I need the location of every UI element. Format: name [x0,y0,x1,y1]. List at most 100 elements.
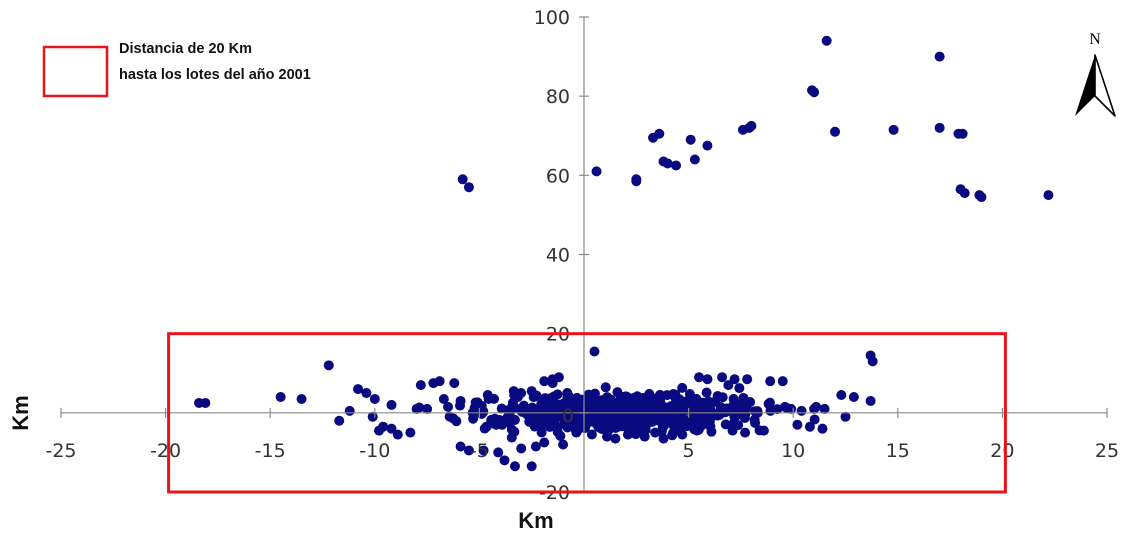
data-point [957,128,968,139]
cluster-point [583,389,594,400]
cluster-point [608,402,619,413]
data-point [422,403,433,414]
legend-line-1: Distancia de 20 Km [119,41,252,57]
y-axis-title: Km [8,395,33,430]
data-point [499,455,510,466]
data-point [976,192,987,203]
cluster-point [749,406,760,417]
y-tick-label: 40 [546,245,570,267]
data-point [840,411,851,422]
cluster-point [643,392,654,403]
cluster-point [508,386,519,397]
data-point [654,128,665,139]
data-point [742,374,753,385]
cluster-point [552,427,563,438]
data-point [765,376,776,387]
cluster-point [596,400,607,411]
data-point [392,429,403,440]
cluster-point [626,427,637,438]
20km-zone-box [167,332,1007,494]
dense-cluster-points [414,382,820,443]
cluster-point [597,419,608,430]
cluster-point [626,410,637,421]
cluster-point [600,382,611,393]
data-point [777,376,788,387]
cluster-point [617,421,628,432]
x-tick-label: 5 [683,440,695,462]
legend-swatch-box [42,45,109,98]
data-point [746,120,757,131]
data-point [509,461,520,472]
cluster-point [715,402,726,413]
data-point [415,380,426,391]
cluster-point [536,398,547,409]
data-point [702,140,713,151]
data-point [449,378,460,389]
cluster-point [616,413,627,424]
data-point [830,126,841,137]
cluster-point [580,409,591,420]
cluster-point [710,410,721,421]
cluster-point [749,414,760,425]
x-axis-title: Km [518,508,553,533]
y-tick-label: 60 [546,165,570,187]
data-point [591,166,602,177]
cluster-point [602,392,613,403]
data-point [694,372,705,383]
data-point [819,403,830,414]
data-point [493,447,504,458]
x-tick-label: 25 [1095,440,1119,462]
data-point [455,441,466,452]
cluster-point [602,409,613,420]
cluster-point [575,420,586,431]
legend-line-2: hasta los lotes del año 2001 [119,67,311,83]
cluster-point [473,400,484,411]
data-point [631,174,642,185]
cluster-point [765,405,776,416]
data-point [334,415,345,426]
data-point [817,423,828,434]
cluster-point [559,415,570,426]
data-point [434,376,445,387]
data-point [526,461,537,472]
data-point [478,445,489,456]
data-point [530,441,541,452]
data-point [867,356,878,367]
data-point [516,443,527,454]
cluster-point [694,420,705,431]
cluster-point [639,406,650,417]
data-point [553,372,564,383]
cluster-point [674,401,685,412]
cluster-point [741,402,752,413]
cluster-point [809,414,820,425]
north-arrow-icon [1075,54,1116,117]
cluster-point [481,421,492,432]
data-point [1043,190,1054,201]
cluster-point [669,418,680,429]
cluster-point [549,411,560,422]
data-point [671,160,682,171]
data-point [796,405,807,416]
data-point [547,378,558,389]
cluster-point [504,417,515,428]
cluster-point [734,383,745,394]
x-tick-label: 20 [990,440,1014,462]
cluster-point [506,432,517,443]
cluster-point [666,401,677,412]
data-point [821,35,832,46]
cluster-point [781,403,792,414]
cluster-point [674,394,685,405]
data-point [811,401,822,412]
data-point [200,397,211,408]
x-axis-ticks: -25 -20 -15 -10 -5 5 10 15 20 25 0 [45,405,1119,462]
cluster-point [657,401,668,412]
data-point [275,392,286,402]
cluster-point [649,402,660,413]
data-point [685,134,696,145]
data-point [361,388,372,399]
data-point [717,372,728,383]
data-point [443,401,454,412]
data-point [353,384,364,395]
cluster-point [733,420,744,431]
